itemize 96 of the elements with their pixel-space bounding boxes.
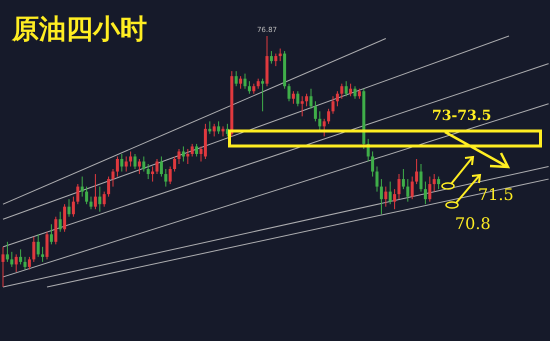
candlestick <box>349 83 352 97</box>
candlestick <box>428 176 432 202</box>
candlestick <box>222 126 224 137</box>
candlestick <box>178 148 180 165</box>
candlestick <box>420 164 422 192</box>
candlestick <box>415 158 418 185</box>
candlestick <box>94 174 97 210</box>
candlestick <box>124 156 128 172</box>
candlestick <box>278 48 282 62</box>
candlestick <box>393 188 396 210</box>
candlestick <box>36 234 40 258</box>
candlestick <box>217 120 220 134</box>
candlestick <box>410 176 414 200</box>
candlestick <box>388 181 392 205</box>
candlestick <box>274 53 278 67</box>
candlestick <box>340 83 344 100</box>
candlestick <box>142 156 146 172</box>
candlestick <box>146 164 150 180</box>
candlestick <box>190 143 194 157</box>
candlestick <box>296 90 300 107</box>
candlestick <box>248 80 251 94</box>
candlestick <box>129 150 132 168</box>
candlestick <box>32 236 36 262</box>
candlestick <box>46 231 48 260</box>
candlestick <box>371 150 374 178</box>
candlestick <box>102 191 106 208</box>
candlestick <box>344 80 348 97</box>
candlestick <box>76 184 80 205</box>
candlestick <box>380 178 383 215</box>
candlestick <box>256 78 260 90</box>
candlestick <box>63 204 66 232</box>
annotation: 73-73.5 <box>432 108 492 124</box>
candlestick <box>437 176 440 190</box>
candlestick <box>195 143 198 157</box>
candlestick <box>72 196 75 218</box>
candlestick <box>322 118 326 137</box>
candlestick <box>19 248 22 265</box>
candlestick <box>398 174 400 200</box>
candlestick <box>68 198 70 218</box>
candlestick <box>2 246 4 288</box>
candlestick <box>358 88 361 100</box>
candlestick <box>305 93 308 107</box>
candlestick <box>116 156 119 178</box>
candlestick <box>234 70 238 87</box>
candlestick <box>24 256 26 270</box>
candlestick <box>239 76 242 90</box>
candlestick <box>58 211 62 232</box>
candlestick <box>173 156 176 172</box>
candlestick <box>98 186 102 212</box>
candlestick <box>406 178 410 202</box>
candlestick <box>327 108 330 124</box>
candlestick <box>432 174 436 192</box>
candlestick <box>288 83 290 102</box>
candlestick <box>90 196 92 210</box>
candlestick <box>134 153 136 170</box>
candlestick <box>244 73 246 90</box>
candlestick <box>318 110 322 132</box>
candlestick <box>54 216 58 245</box>
candlestick <box>85 186 88 205</box>
candlestick <box>376 166 378 192</box>
candlestick <box>310 88 312 110</box>
candlestick <box>138 158 141 175</box>
chart-title: 原油四小时 <box>11 14 147 45</box>
candlestick <box>168 166 172 185</box>
candlestick <box>151 166 154 182</box>
candlestick <box>6 241 9 262</box>
annotation: 70.8 <box>455 214 491 233</box>
candlestick <box>10 251 14 268</box>
candlestick <box>164 168 168 188</box>
candlestick <box>424 181 427 205</box>
candlestick <box>300 96 304 117</box>
candlestick <box>160 156 163 178</box>
candlestick <box>80 176 84 198</box>
annotation: 71.5 <box>478 185 514 204</box>
candlestick <box>354 86 356 100</box>
candlestick <box>402 168 405 190</box>
candlestick <box>182 146 185 162</box>
candlestick <box>186 148 190 165</box>
candlestick <box>292 90 295 104</box>
candlestick <box>156 158 158 175</box>
candlestick <box>50 224 53 245</box>
candlestick <box>41 246 44 262</box>
candlestick <box>28 256 31 270</box>
candlestick <box>107 176 110 198</box>
candlestick <box>270 50 273 64</box>
candlestick <box>14 254 18 272</box>
candlestick <box>120 153 124 172</box>
candlestick <box>212 123 216 137</box>
candlestick <box>384 186 388 208</box>
candlestick <box>314 100 317 122</box>
candlestick <box>332 96 334 114</box>
candlestick <box>336 90 339 107</box>
candlestick <box>252 83 256 94</box>
candlestick <box>261 78 264 112</box>
candlestick <box>208 120 212 134</box>
candlestick <box>112 168 114 188</box>
